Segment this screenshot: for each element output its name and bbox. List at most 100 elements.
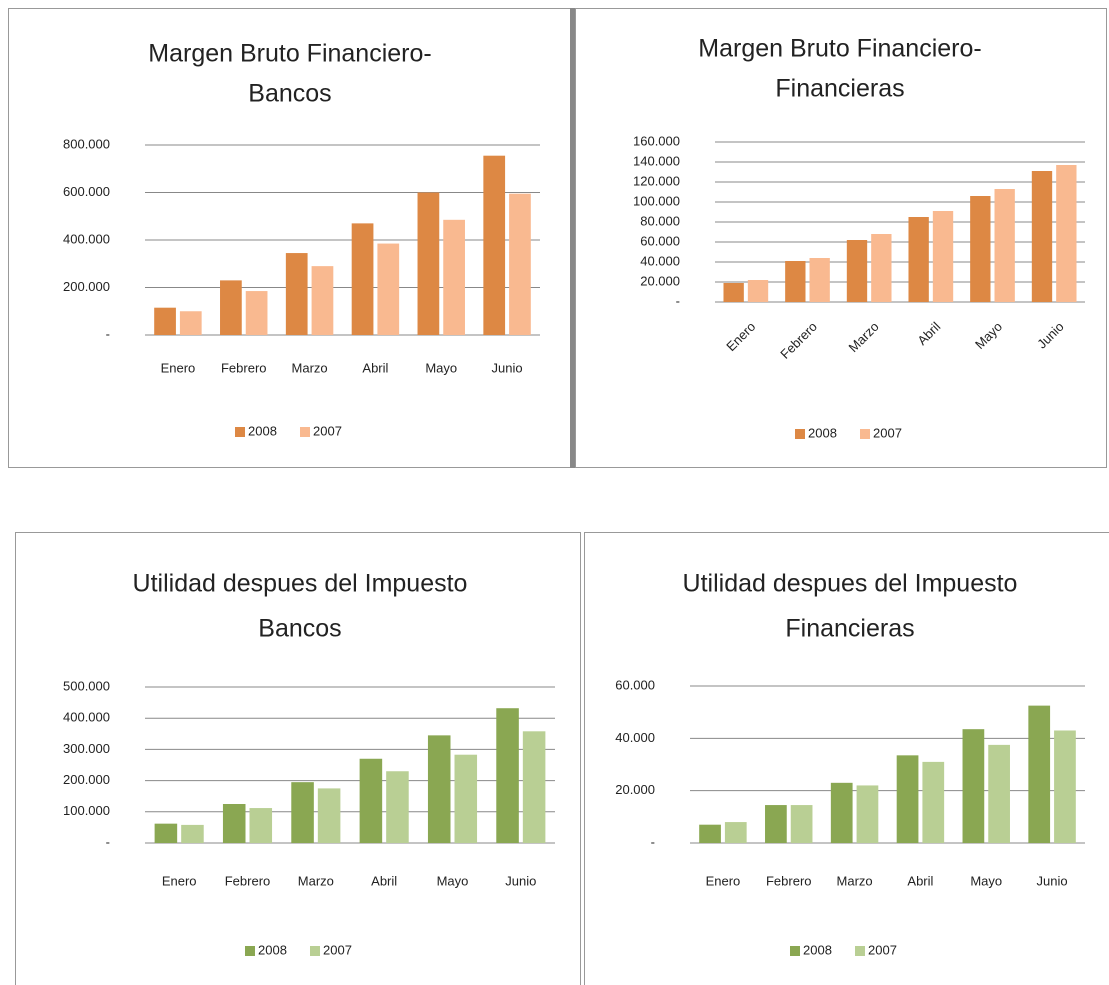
bar bbox=[962, 729, 985, 843]
bar bbox=[724, 822, 747, 843]
x-tick-label: Mayo bbox=[437, 873, 469, 888]
legend-swatch bbox=[795, 429, 805, 439]
chart-title: Utilidad despues del Impuesto bbox=[683, 570, 1018, 598]
bar bbox=[765, 805, 787, 843]
bar bbox=[454, 754, 478, 843]
y-tick-label: 120.000 bbox=[633, 173, 680, 188]
chart-title: Bancos bbox=[248, 80, 331, 108]
bar bbox=[317, 788, 341, 843]
y-tick-label: 500.000 bbox=[63, 678, 110, 693]
x-tick-label: Abril bbox=[914, 319, 943, 348]
y-tick-label: - bbox=[651, 834, 655, 849]
legend-label: 2008 bbox=[803, 942, 832, 957]
bar bbox=[359, 758, 383, 843]
bar bbox=[249, 808, 273, 843]
bar bbox=[386, 771, 409, 843]
chart-title: Financieras bbox=[785, 615, 914, 643]
chart-title: Bancos bbox=[258, 615, 341, 643]
bar bbox=[443, 219, 465, 335]
y-tick-label: 300.000 bbox=[63, 741, 110, 756]
y-tick-label: 60.000 bbox=[640, 233, 680, 248]
x-tick-label: Marzo bbox=[837, 873, 873, 888]
y-tick-label: 20.000 bbox=[615, 782, 655, 797]
legend-swatch bbox=[310, 946, 320, 956]
legend-swatch bbox=[245, 946, 255, 956]
bar bbox=[181, 824, 204, 843]
bar bbox=[988, 744, 1010, 843]
y-tick-label: 60.000 bbox=[615, 677, 655, 692]
bar bbox=[846, 240, 868, 302]
x-tick-label: Junio bbox=[505, 873, 536, 888]
legend-label: 2007 bbox=[868, 942, 897, 957]
legend-label: 2007 bbox=[873, 425, 902, 440]
y-tick-label: 40.000 bbox=[615, 730, 655, 745]
bar bbox=[154, 307, 176, 335]
bar bbox=[417, 192, 440, 335]
bar bbox=[699, 824, 721, 843]
y-tick-label: 140.000 bbox=[633, 153, 680, 168]
bar bbox=[509, 193, 531, 335]
bar bbox=[723, 283, 744, 302]
y-tick-label: 40.000 bbox=[640, 253, 680, 268]
bar bbox=[154, 823, 178, 843]
bar bbox=[790, 805, 813, 843]
bar bbox=[871, 234, 892, 302]
bar bbox=[830, 782, 853, 843]
bar bbox=[291, 782, 314, 843]
bar bbox=[311, 266, 334, 335]
legend-swatch bbox=[235, 427, 245, 437]
bar bbox=[994, 189, 1015, 302]
x-tick-label: Junio bbox=[492, 360, 523, 375]
panel bbox=[15, 532, 581, 985]
x-tick-label: Febrero bbox=[221, 360, 267, 375]
panel bbox=[584, 532, 1109, 985]
x-tick-label: Mayo bbox=[425, 360, 457, 375]
bar bbox=[908, 217, 929, 302]
chart-title: Margen Bruto Financiero- bbox=[148, 40, 431, 68]
x-tick-label: Junio bbox=[1037, 873, 1068, 888]
x-tick-label: Febrero bbox=[225, 873, 271, 888]
chart-title: Margen Bruto Financiero- bbox=[698, 35, 981, 63]
bar bbox=[245, 291, 268, 335]
legend-swatch bbox=[855, 946, 865, 956]
legend-label: 2008 bbox=[258, 942, 287, 957]
bar bbox=[496, 708, 519, 843]
x-tick-label: Marzo bbox=[298, 873, 334, 888]
y-tick-label: 200.000 bbox=[63, 279, 110, 294]
bar bbox=[932, 211, 954, 302]
y-tick-label: - bbox=[676, 293, 680, 308]
y-tick-label: 400.000 bbox=[63, 710, 110, 725]
x-tick-label: Abril bbox=[371, 873, 397, 888]
chart-title: Financieras bbox=[775, 75, 904, 103]
y-tick-label: - bbox=[106, 326, 110, 341]
y-tick-label: 800.000 bbox=[63, 136, 110, 151]
bar bbox=[285, 253, 308, 335]
bar bbox=[222, 804, 246, 843]
bar bbox=[785, 261, 806, 302]
bar bbox=[351, 223, 374, 335]
x-tick-label: Febrero bbox=[777, 319, 820, 362]
bar bbox=[1028, 705, 1051, 843]
y-tick-label: 600.000 bbox=[63, 184, 110, 199]
x-tick-label: Marzo bbox=[846, 319, 882, 355]
bar bbox=[922, 761, 945, 843]
legend-swatch bbox=[860, 429, 870, 439]
y-tick-label: 80.000 bbox=[640, 213, 680, 228]
bar bbox=[1056, 165, 1077, 302]
x-tick-label: Marzo bbox=[292, 360, 328, 375]
legend-label: 2007 bbox=[313, 423, 342, 438]
y-tick-label: 160.000 bbox=[633, 133, 680, 148]
bar bbox=[747, 280, 769, 302]
bar bbox=[377, 243, 400, 335]
bar bbox=[427, 735, 451, 843]
bar bbox=[809, 258, 830, 302]
bar bbox=[856, 785, 879, 843]
legend-swatch bbox=[300, 427, 310, 437]
bar bbox=[179, 311, 202, 335]
legend-label: 2007 bbox=[323, 942, 352, 957]
x-tick-label: Junio bbox=[1034, 319, 1067, 352]
x-tick-label: Enero bbox=[161, 360, 196, 375]
panel bbox=[575, 8, 1107, 468]
bar bbox=[896, 755, 919, 843]
